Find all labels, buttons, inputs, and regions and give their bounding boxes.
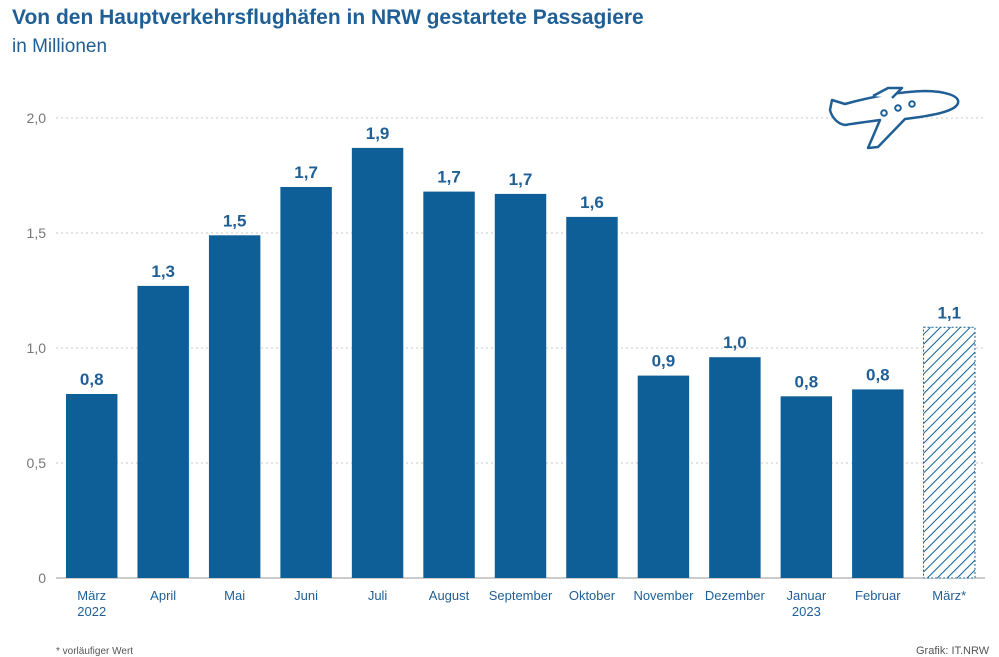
chart-title: Von den Hauptverkehrsflughäfen in NRW ge… — [12, 6, 644, 29]
x-tick-label: Februar — [855, 588, 901, 603]
source-credit: Grafik: IT.NRW — [916, 645, 990, 657]
bar — [923, 326, 976, 579]
y-tick-label: 2,0 — [27, 110, 47, 126]
y-tick-label: 0,5 — [27, 455, 47, 471]
bar-value-label: 0,8 — [80, 370, 104, 389]
x-tick-label: Januar — [786, 588, 826, 603]
bar-value-label: 1,0 — [723, 333, 747, 352]
x-tick-label: September — [489, 588, 553, 603]
bar — [709, 357, 761, 578]
chart-subtitle: in Millionen — [12, 36, 108, 57]
x-tick-label: Juni — [294, 588, 318, 603]
airplane-icon — [828, 86, 960, 150]
bar-value-label: 1,7 — [509, 170, 533, 189]
bar — [637, 375, 690, 578]
footnote: * vorläufiger Wert — [56, 646, 134, 657]
x-tick-label: März* — [932, 588, 966, 603]
x-tick-label: 2023 — [792, 604, 821, 619]
x-tick-label: Oktober — [569, 588, 616, 603]
x-tick-label: Juli — [368, 588, 388, 603]
bar — [351, 147, 404, 578]
bar-value-label: 1,3 — [151, 262, 175, 281]
y-tick-label: 1,0 — [27, 340, 47, 356]
bar-value-label: 1,7 — [437, 168, 461, 187]
bar-value-label: 1,9 — [366, 124, 390, 143]
bar — [566, 216, 618, 578]
x-tick-label: 2022 — [77, 604, 106, 619]
bar — [852, 389, 904, 578]
bar-value-label: 1,6 — [580, 193, 604, 212]
bar-value-label: 0,8 — [866, 365, 890, 384]
x-tick-label: August — [429, 588, 470, 603]
x-tick-label: April — [150, 588, 176, 603]
bar — [280, 187, 332, 578]
x-tick-label: März — [77, 588, 106, 603]
bar — [208, 235, 261, 579]
x-tick-label: Mai — [224, 588, 245, 603]
bar — [137, 285, 189, 578]
bar-value-label: 0,8 — [795, 372, 819, 391]
bar — [66, 394, 118, 578]
y-tick-label: 1,5 — [27, 225, 47, 241]
x-tick-label: Dezember — [705, 588, 766, 603]
y-tick-label: 0 — [38, 570, 46, 586]
x-tick-label: November — [633, 588, 694, 603]
bar — [780, 396, 833, 578]
bar-value-label: 0,9 — [652, 352, 676, 371]
bar-value-label: 1,5 — [223, 211, 247, 230]
bar-value-label: 1,1 — [937, 303, 961, 322]
bar — [494, 193, 547, 578]
bar-value-label: 1,7 — [294, 163, 318, 182]
bar — [423, 191, 475, 578]
